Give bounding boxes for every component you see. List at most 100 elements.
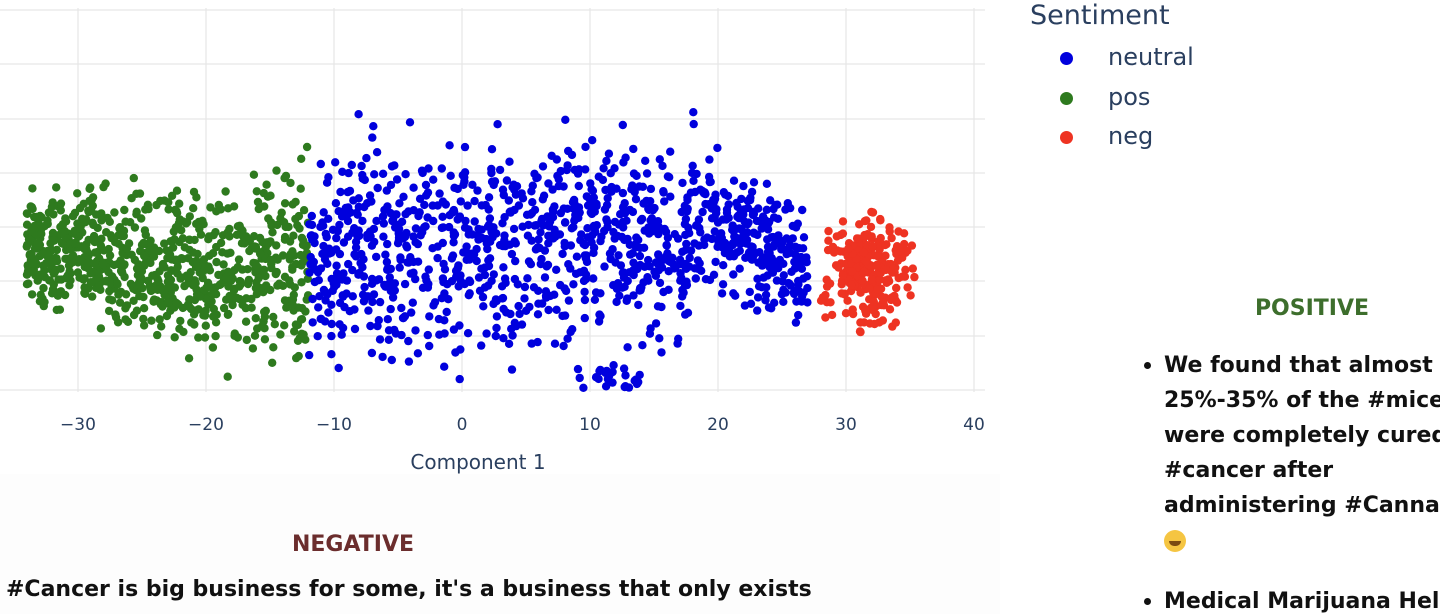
data-point-neutral xyxy=(581,165,590,174)
data-point-neg xyxy=(885,223,894,232)
data-point-pos xyxy=(139,314,148,324)
data-point-neutral xyxy=(544,231,553,240)
data-point-neutral xyxy=(773,214,783,223)
data-point-neutral xyxy=(544,179,553,188)
data-point-pos xyxy=(155,285,164,294)
data-point-neutral xyxy=(415,208,424,217)
legend-item-pos[interactable]: pos xyxy=(1018,78,1224,118)
data-point-pos xyxy=(275,279,284,288)
data-point-pos xyxy=(216,205,225,214)
data-point-neutral xyxy=(545,217,555,226)
data-point-neutral xyxy=(520,282,530,292)
data-point-pos xyxy=(164,298,173,307)
data-point-neutral xyxy=(411,326,420,335)
data-point-neutral xyxy=(728,241,737,250)
data-point-neutral xyxy=(424,265,433,274)
data-point-pos xyxy=(196,230,206,239)
scatter-svg[interactable]: −30 −20 −10 0 10 20 30 40 Component 1 xyxy=(0,0,1000,474)
data-point-pos xyxy=(157,322,166,331)
data-point-neutral xyxy=(745,287,754,297)
data-point-pos xyxy=(22,242,31,251)
grinning-face-icon xyxy=(1164,530,1186,552)
legend-item-neg[interactable]: neg xyxy=(1018,117,1224,157)
data-point-neutral xyxy=(492,323,501,333)
data-point-neg xyxy=(837,289,846,298)
data-point-neutral xyxy=(655,278,665,288)
x-tick-label: 20 xyxy=(707,415,729,435)
data-point-neutral xyxy=(417,166,427,175)
data-point-neg xyxy=(869,297,878,306)
data-point-pos xyxy=(65,269,74,278)
data-point-neutral xyxy=(500,274,510,283)
data-point-neutral xyxy=(495,240,505,250)
data-point-neg xyxy=(876,214,885,224)
data-point-neutral xyxy=(305,268,314,277)
data-point-neutral xyxy=(528,181,537,190)
data-point-pos xyxy=(85,184,94,193)
scatter-plot[interactable]: −30 −20 −10 0 10 20 30 40 Component 1 xyxy=(0,0,1000,474)
data-point-neutral xyxy=(488,229,497,238)
data-point-neutral xyxy=(536,228,545,237)
data-point-pos xyxy=(273,255,282,264)
data-point-neutral xyxy=(798,205,807,215)
data-point-neutral xyxy=(761,290,771,299)
data-point-pos xyxy=(99,182,108,192)
data-point-neutral xyxy=(693,256,703,265)
data-point-neutral xyxy=(463,329,473,338)
data-point-pos xyxy=(286,280,295,289)
data-point-neutral xyxy=(588,206,597,216)
data-point-neutral xyxy=(580,313,589,323)
data-point-neutral xyxy=(618,203,628,212)
data-point-neutral xyxy=(504,339,514,348)
data-point-neutral xyxy=(678,178,687,188)
data-point-pos xyxy=(242,335,251,345)
data-point-neutral xyxy=(642,169,652,178)
data-point-pos xyxy=(27,290,37,299)
data-point-neutral xyxy=(363,292,373,301)
data-point-pos xyxy=(219,303,229,313)
data-point-neg xyxy=(834,263,843,272)
data-point-neutral xyxy=(639,243,649,252)
data-point-pos xyxy=(267,259,276,269)
data-point-neutral xyxy=(791,242,800,251)
data-point-neutral xyxy=(581,142,590,152)
data-point-pos xyxy=(276,330,285,339)
data-point-neutral xyxy=(799,233,809,242)
data-point-neg xyxy=(824,236,833,245)
data-point-neutral xyxy=(618,188,628,198)
data-point-neutral xyxy=(583,224,592,233)
data-point-neutral xyxy=(502,176,512,185)
data-point-pos xyxy=(252,187,261,196)
data-point-pos xyxy=(141,230,150,240)
data-point-neutral xyxy=(316,264,326,273)
data-point-neutral xyxy=(540,246,550,255)
data-point-neutral xyxy=(347,160,356,170)
data-point-neutral xyxy=(327,319,336,329)
data-point-neutral xyxy=(310,238,319,248)
data-point-neutral xyxy=(310,277,319,287)
data-point-pos xyxy=(175,237,184,247)
data-point-neutral xyxy=(538,299,547,308)
data-point-neg xyxy=(886,295,896,305)
data-point-neg xyxy=(822,282,832,291)
data-point-neutral xyxy=(573,203,582,212)
data-point-neutral xyxy=(416,226,426,235)
data-point-neg xyxy=(903,246,912,255)
data-point-neg xyxy=(868,242,877,251)
data-point-neg xyxy=(848,309,858,319)
data-point-pos xyxy=(164,205,173,214)
data-point-pos xyxy=(241,317,251,326)
data-point-pos xyxy=(281,222,290,232)
data-point-neutral xyxy=(628,207,638,217)
data-point-neutral xyxy=(574,213,583,223)
data-point-neg xyxy=(867,275,877,284)
data-point-neutral xyxy=(497,282,507,291)
data-point-pos xyxy=(32,212,41,222)
data-point-pos xyxy=(111,238,120,247)
data-point-pos xyxy=(169,227,178,236)
legend-item-neutral[interactable]: neutral xyxy=(1018,38,1224,78)
data-point-neutral xyxy=(357,161,366,171)
data-point-pos xyxy=(209,304,218,314)
data-point-neutral xyxy=(465,289,474,298)
data-point-pos xyxy=(93,223,102,233)
